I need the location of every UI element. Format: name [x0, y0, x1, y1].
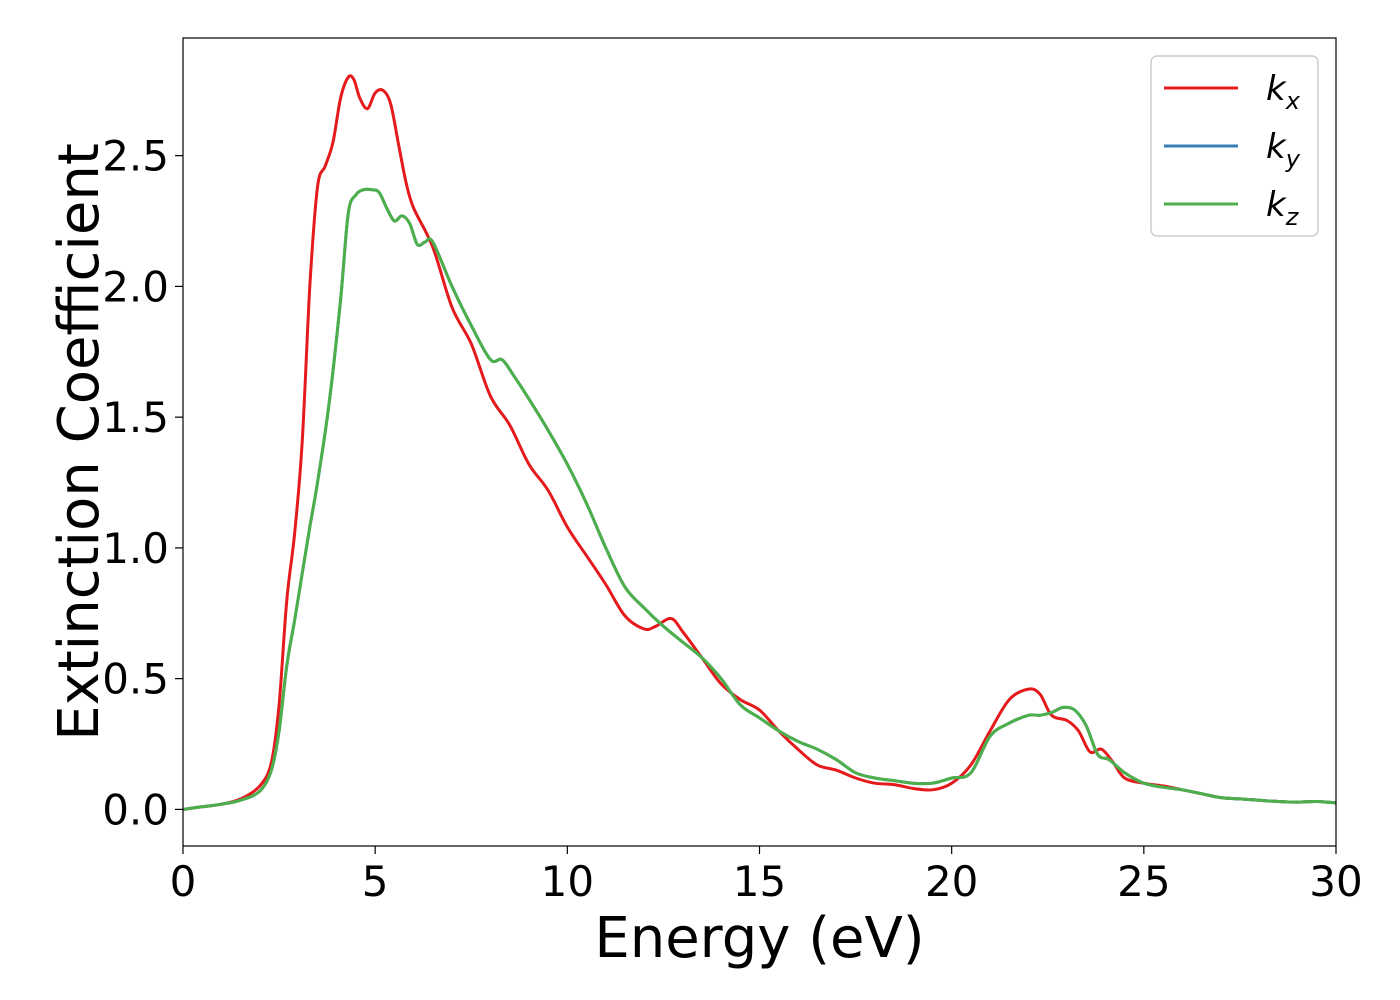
- x-tick-label: 30: [1309, 857, 1362, 906]
- y-tick-label: 2.0: [102, 262, 169, 311]
- y-tick-label: 0.0: [102, 785, 169, 834]
- legend-label-subscript: y: [1285, 145, 1301, 173]
- plot-lines: [182, 74, 1337, 811]
- legend-label-subscript: x: [1285, 87, 1301, 115]
- legend-label-base: k: [1266, 69, 1287, 109]
- x-tick-label: 20: [925, 857, 978, 906]
- y-axis-ticks: 0.0 0.5 1.0 1.5 2.0 2.5: [102, 132, 183, 834]
- y-tick-label: 1.5: [102, 393, 169, 442]
- legend-label-base: k: [1266, 185, 1287, 225]
- kz-line: [182, 187, 1337, 811]
- legend-label-subscript: z: [1285, 203, 1300, 231]
- y-tick-label: 2.5: [102, 132, 169, 181]
- legend-label: ky: [1266, 127, 1301, 173]
- x-axis-title: Energy (eV): [594, 906, 924, 971]
- y-tick-label: 0.5: [102, 655, 169, 704]
- y-axis-title: Extinction Coefficient: [47, 143, 112, 741]
- x-tick-label: 0: [170, 857, 197, 906]
- x-tick-label: 10: [541, 857, 594, 906]
- y-tick-label: 1.0: [102, 524, 169, 573]
- x-tick-label: 25: [1117, 857, 1170, 906]
- legend-label: kz: [1266, 185, 1300, 231]
- legend-label: kx: [1266, 69, 1301, 115]
- x-tick-label: 5: [362, 857, 389, 906]
- x-axis-ticks: 0 5 10 15 20 25 30: [170, 846, 1363, 906]
- x-tick-label: 15: [733, 857, 786, 906]
- legend-label-base: k: [1266, 127, 1287, 167]
